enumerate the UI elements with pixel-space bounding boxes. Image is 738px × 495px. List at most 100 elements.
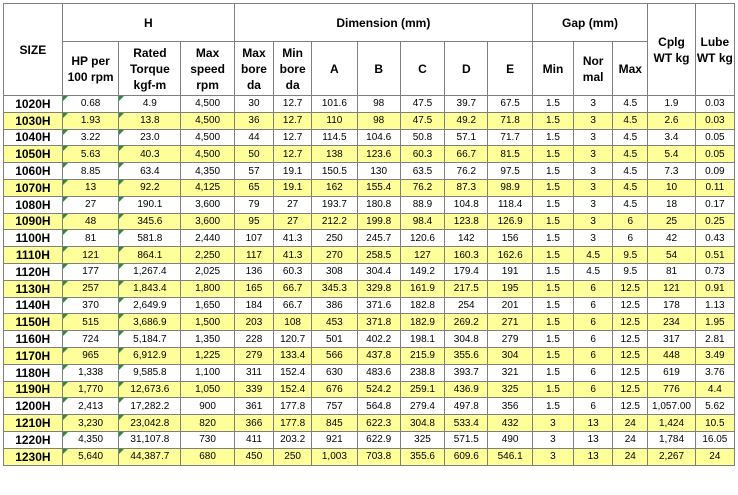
cell-gap-max: 24 (612, 414, 649, 432)
cell-min-bore: 12.7 (273, 145, 313, 164)
cell-size: 1040H (3, 128, 63, 147)
cell-lube-wt: 0.43 (694, 229, 736, 248)
cell-gap-normal: 3 (573, 128, 614, 147)
cell-torque: 12,673.6 (118, 380, 182, 399)
cell-max-speed: 2,025 (180, 262, 235, 281)
cell-size: 1060H (3, 162, 63, 180)
cell-c: 98.4 (399, 212, 446, 231)
cell-a: 386 (311, 296, 358, 315)
col-header-b: B (356, 41, 401, 96)
cell-min-bore: 27 (273, 212, 313, 231)
cell-max-speed: 680 (180, 447, 235, 466)
cell-c: 215.9 (399, 346, 446, 365)
cell-gap-min: 1.5 (531, 111, 575, 130)
cell-size: 1030H (3, 111, 63, 130)
cell-cplg-wt: 3.4 (647, 128, 696, 147)
cell-b: 180.8 (356, 195, 401, 214)
col-header-torque: Rated Torque kgf-m (118, 41, 182, 96)
cell-c: 60.3 (399, 145, 446, 164)
cell-hp: 3.22 (61, 128, 120, 147)
cell-size: 1190H (3, 380, 63, 399)
cell-e: 81.5 (487, 145, 533, 164)
cell-e: 432 (487, 414, 533, 432)
cell-gap-normal: 3 (573, 212, 614, 231)
col-header-e: E (487, 41, 533, 96)
cell-a: 250 (311, 229, 358, 248)
cell-max-speed: 1,650 (180, 296, 235, 315)
cell-torque: 864.1 (118, 246, 182, 264)
cell-gap-max: 12.5 (612, 346, 649, 365)
col-header-gap-max: Max (612, 41, 649, 96)
cell-b: 524.2 (356, 380, 401, 399)
col-header-size: SIZE (3, 3, 63, 96)
cell-max-bore: 57 (233, 162, 275, 180)
cell-gap-normal: 3 (573, 229, 614, 248)
cell-gap-min: 1.5 (531, 313, 575, 332)
cell-size: 1130H (3, 279, 63, 298)
col-header-cplg-wt: Cplg WT kg (647, 3, 696, 96)
cell-hp: 1,338 (61, 363, 120, 382)
cell-d: 39.7 (444, 95, 489, 113)
cell-max-bore: 228 (233, 330, 275, 348)
header-row-columns: HP per 100 rpm Rated Torque kgf-m Max sp… (4, 41, 735, 96)
cell-b: 564.8 (356, 397, 401, 416)
cell-e: 126.9 (487, 212, 533, 231)
cell-d: 76.2 (444, 162, 489, 180)
cell-a: 845 (311, 414, 358, 432)
cell-c: 50.8 (399, 128, 446, 147)
cell-c: 325 (399, 430, 446, 449)
cell-torque: 1,267.4 (118, 262, 182, 281)
cell-lube-wt: 0.73 (694, 262, 736, 281)
cell-e: 279 (487, 330, 533, 348)
cell-gap-max: 12.5 (612, 380, 649, 399)
cell-size: 1170H (3, 346, 63, 365)
table-row: 1120H 177 1,267.4 2,025 136 60.3 308 304.4 149.2… (3, 262, 736, 281)
col-header-d: D (444, 41, 489, 96)
cell-cplg-wt: 619 (647, 363, 696, 382)
table-row: 1070H 13 92.2 4,125 65 19.1 162 155.4 76.2 87.3 98… (3, 178, 736, 197)
cell-min-bore: 133.4 (273, 346, 313, 365)
cell-gap-min: 1.5 (531, 212, 575, 231)
cell-max-speed: 3,600 (180, 195, 235, 214)
cell-gap-max: 6 (612, 212, 649, 231)
table-row: 1210H 3,230 23,042.8 820 366 177.8 845 622.3 304… (3, 414, 736, 432)
cell-gap-normal: 6 (573, 279, 614, 298)
cell-min-bore: 250 (273, 447, 313, 466)
cell-lube-wt: 5.62 (694, 397, 736, 416)
cell-max-speed: 1,100 (180, 363, 235, 382)
col-header-max-bore: Max bore da (233, 41, 275, 96)
cell-cplg-wt: 42 (647, 229, 696, 248)
cell-lube-wt: 0.11 (694, 178, 736, 197)
cell-size: 1050H (3, 145, 63, 164)
cell-cplg-wt: 121 (647, 279, 696, 298)
cell-torque: 190.1 (118, 195, 182, 214)
cell-hp: 515 (61, 313, 120, 332)
cell-min-bore: 66.7 (273, 279, 313, 298)
cell-size: 1140H (3, 296, 63, 315)
cell-b: 104.6 (356, 128, 401, 147)
cell-torque: 3,686.9 (118, 313, 182, 332)
cell-c: 355.6 (399, 447, 446, 466)
cell-max-speed: 820 (180, 414, 235, 432)
coupling-spec-table: SIZE H Dimension (mm) Gap (mm) Cplg WT k… (3, 3, 736, 466)
cell-gap-min: 1.5 (531, 195, 575, 214)
cell-b: 155.4 (356, 178, 401, 197)
cell-hp: 48 (61, 212, 120, 231)
cell-torque: 17,282.2 (118, 397, 182, 416)
cell-b: 245.7 (356, 229, 401, 248)
cell-cplg-wt: 178 (647, 296, 696, 315)
col-header-min-bore: Min bore da (273, 41, 313, 96)
cell-max-speed: 4,500 (180, 128, 235, 147)
cell-b: 483.6 (356, 363, 401, 382)
cell-a: 345.3 (311, 279, 358, 298)
cell-min-bore: 152.4 (273, 380, 313, 399)
cell-size: 1090H (3, 212, 63, 231)
cell-gap-max: 4.5 (612, 178, 649, 197)
table-row: 1150H 515 3,686.9 1,500 203 108 453 371.8 182.9 2… (3, 313, 736, 332)
cell-e: 71.7 (487, 128, 533, 147)
col-header-hp: HP per 100 rpm (61, 41, 120, 96)
table-row: 1170H 965 6,912.9 1,225 279 133.4 566 437.8 215.… (3, 346, 736, 365)
cell-c: 149.2 (399, 262, 446, 281)
cell-gap-normal: 4.5 (573, 262, 614, 281)
cell-c: 76.2 (399, 178, 446, 197)
